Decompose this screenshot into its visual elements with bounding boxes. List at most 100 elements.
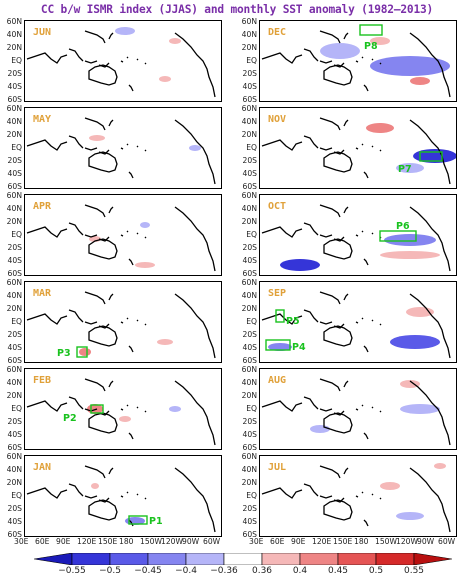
month-label: OCT — [268, 201, 287, 212]
latitude-tick-label: 40N — [6, 465, 22, 474]
anomaly-patch — [79, 348, 91, 356]
latitude-tick-label: 20N — [6, 217, 22, 226]
latitude-tick-label: 40N — [6, 291, 22, 300]
coastline — [319, 117, 341, 131]
region-label: P8 — [364, 41, 378, 52]
latitude-tick-label: 20N — [6, 391, 22, 400]
latitude-tick-label: 20S — [7, 156, 22, 165]
coastline — [355, 230, 382, 239]
coastline — [363, 258, 369, 266]
region-box — [90, 404, 104, 414]
coastline — [323, 325, 353, 347]
coastline — [323, 238, 353, 260]
coastline — [363, 84, 369, 92]
longitude-tick-label: 150E — [98, 537, 118, 546]
longitude-tick-label: 30E — [249, 537, 264, 546]
anomaly-patch — [140, 222, 150, 228]
region-label: P5 — [286, 316, 300, 327]
region-box — [359, 24, 383, 36]
latitude-tick-label: 60N — [241, 17, 257, 26]
coastline — [174, 293, 216, 359]
latitude-tick-label: 60S — [242, 443, 257, 452]
coastline — [261, 226, 303, 238]
longitude-tick-label: 150E — [333, 537, 353, 546]
latitude-tick-label: 20S — [242, 243, 257, 252]
latitude-tick-label: 20N — [241, 130, 257, 139]
map-panel-jul: JUL — [259, 455, 457, 537]
colorbar-tick-label: 0.45 — [327, 566, 349, 576]
anomaly-patch — [400, 380, 420, 388]
region-box — [76, 346, 88, 358]
coastline — [128, 432, 134, 440]
month-label: APR — [33, 201, 52, 212]
month-label: DEC — [268, 27, 287, 38]
longitude-tick-label: 90E — [291, 537, 306, 546]
anomaly-patch — [320, 43, 360, 59]
coastline — [355, 56, 382, 65]
anomaly-patch — [280, 259, 320, 271]
latitude-tick-label: EQ — [11, 56, 22, 65]
latitude-tick-label: 20S — [242, 504, 257, 513]
latitude-tick-label: 60N — [6, 452, 22, 461]
coastline — [108, 293, 114, 301]
anomaly-patch — [384, 234, 436, 246]
map-panel-dec: DEC P8 — [259, 20, 457, 102]
latitude-tick-label: 40S — [242, 82, 257, 91]
latitude-tick-label: 40S — [7, 256, 22, 265]
latitude-tick-label: 20N — [6, 304, 22, 313]
region-box — [419, 151, 443, 162]
coastline — [323, 412, 353, 434]
latitude-tick-label: 40N — [6, 117, 22, 126]
latitude-tick-label: 40S — [7, 169, 22, 178]
colorbar-swatch — [337, 553, 377, 565]
region-label: P1 — [149, 516, 163, 527]
month-label: NOV — [268, 114, 287, 125]
coastline — [303, 396, 345, 416]
latitude-tick-label: 60N — [241, 278, 257, 287]
coastline — [26, 487, 68, 499]
latitude-tick-label: 60N — [241, 104, 257, 113]
latitude-tick-label: EQ — [246, 404, 257, 413]
coastline — [128, 171, 134, 179]
coastline — [355, 317, 382, 326]
coastline — [84, 291, 106, 305]
latitude-tick-label: 40N — [241, 465, 257, 474]
anomaly-patch — [400, 404, 440, 414]
latitude-tick-label: 60N — [241, 191, 257, 200]
latitude-tick-label: 20S — [7, 243, 22, 252]
coastline — [409, 293, 451, 359]
colorbar-tick-label: −0.36 — [210, 566, 238, 576]
coastline — [68, 309, 110, 329]
coastline — [120, 404, 147, 413]
coastline — [88, 238, 118, 260]
map-panel-aug: AUG — [259, 368, 457, 450]
coastline — [303, 222, 345, 242]
colorbar-tick-label: −0.55 — [58, 566, 86, 576]
month-label: JUN — [33, 27, 52, 38]
anomaly-patch — [169, 38, 181, 44]
coastline — [261, 52, 303, 64]
latitude-tick-label: EQ — [11, 230, 22, 239]
map-panel-sep: SEP P5 P4 — [259, 281, 457, 363]
map-panel-may: MAY — [24, 107, 222, 189]
latitude-tick-label: 20N — [241, 43, 257, 52]
latitude-tick-label: 20N — [6, 130, 22, 139]
coastline — [409, 380, 451, 446]
anomaly-patch — [396, 512, 424, 520]
coastline — [128, 84, 134, 92]
colorbar-swatch — [71, 553, 111, 565]
coastline — [88, 64, 118, 86]
anomaly-patch — [91, 483, 99, 489]
anomaly-patch — [434, 463, 446, 469]
longitude-tick-label: 180 — [354, 537, 369, 546]
latitude-tick-label: EQ — [246, 317, 257, 326]
coastline — [88, 151, 118, 173]
coastline — [319, 465, 341, 479]
longitude-tick-label: 150W — [140, 537, 163, 546]
coastline — [409, 206, 451, 272]
region-label: P4 — [292, 342, 306, 353]
coastline — [303, 309, 345, 329]
coastline — [68, 48, 110, 68]
latitude-tick-label: EQ — [11, 143, 22, 152]
latitude-tick-label: 20S — [7, 330, 22, 339]
